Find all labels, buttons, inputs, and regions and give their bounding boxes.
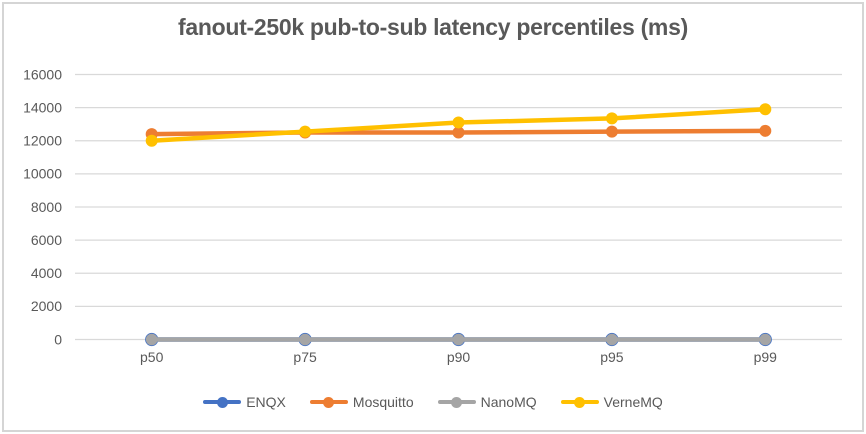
data-point-nanomq-p90 bbox=[452, 333, 465, 346]
y-axis-tick-label: 12000 bbox=[23, 133, 62, 149]
legend-marker-enqx-icon bbox=[203, 396, 242, 408]
data-point-vernemq-p99 bbox=[759, 103, 772, 116]
data-point-mosquitto-p95 bbox=[605, 125, 618, 138]
y-axis-tick-label: 8000 bbox=[31, 199, 62, 215]
y-axis-tick-label: 2000 bbox=[31, 298, 62, 314]
data-point-nanomq-p99 bbox=[759, 333, 772, 346]
legend-item-nanomq: NanoMQ bbox=[437, 394, 537, 410]
data-point-mosquitto-p99 bbox=[759, 124, 772, 137]
x-axis-category-label: p90 bbox=[447, 349, 471, 365]
legend-item-vernemq: VerneMQ bbox=[560, 394, 663, 410]
x-axis-category-label: p99 bbox=[754, 349, 778, 365]
x-axis-category-label: p95 bbox=[600, 349, 624, 365]
legend-item-enqx: ENQX bbox=[203, 394, 286, 410]
y-axis-tick-label: 14000 bbox=[23, 99, 62, 115]
x-axis-category-label: p50 bbox=[140, 349, 164, 365]
legend-marker-mosquitto-icon bbox=[309, 396, 348, 408]
data-point-vernemq-p90 bbox=[452, 116, 465, 129]
y-axis-tick-label: 16000 bbox=[23, 66, 62, 82]
chart-legend: ENQX Mosquitto NanoMQ VerneMQ bbox=[0, 391, 866, 413]
legend-marker-nanomq-icon bbox=[437, 396, 476, 408]
data-point-nanomq-p95 bbox=[606, 333, 618, 346]
chart-title: fanout-250k pub-to-sub latency percentil… bbox=[178, 14, 688, 40]
legend-label-vernemq: VerneMQ bbox=[603, 394, 663, 410]
legend-label-mosquitto: Mosquitto bbox=[352, 394, 414, 410]
legend-item-mosquitto: Mosquitto bbox=[309, 394, 414, 410]
y-axis-tick-label: 4000 bbox=[31, 265, 62, 281]
data-point-vernemq-p75 bbox=[299, 125, 312, 138]
data-point-nanomq-p75 bbox=[299, 333, 311, 346]
legend-marker-vernemq-icon bbox=[560, 396, 599, 408]
data-point-mosquitto-p90 bbox=[452, 126, 465, 139]
y-axis-tick-label: 10000 bbox=[23, 166, 62, 182]
legend-label-nanomq: NanoMQ bbox=[480, 394, 537, 410]
y-axis-tick-label: 0 bbox=[54, 331, 62, 347]
data-point-vernemq-p50 bbox=[145, 134, 158, 147]
x-axis-category-label: p75 bbox=[293, 349, 317, 365]
data-point-vernemq-p95 bbox=[605, 112, 618, 125]
data-point-nanomq-p50 bbox=[145, 333, 158, 346]
legend-label-enqx: ENQX bbox=[246, 394, 286, 410]
y-axis-tick-label: 6000 bbox=[31, 232, 62, 248]
